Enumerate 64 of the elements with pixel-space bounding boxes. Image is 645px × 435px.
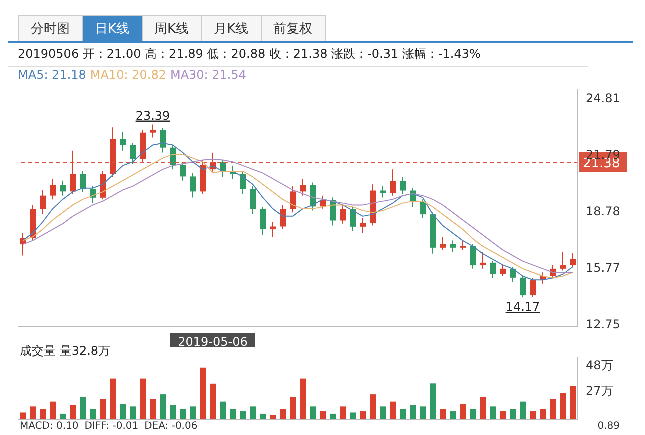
candlestick	[300, 178, 306, 196]
candlestick	[390, 169, 396, 196]
candlestick	[340, 204, 346, 224]
candlestick	[450, 240, 456, 253]
x-tick-label: 2019-05-06	[178, 335, 248, 349]
text: MA5: 21.18	[18, 68, 86, 82]
candlestick	[80, 170, 86, 193]
candlestick	[570, 252, 576, 268]
candlestick	[470, 244, 476, 270]
text: DIFF: -0.01	[84, 421, 139, 433]
candlestick	[520, 276, 526, 298]
text: MA30: 21.54	[170, 68, 247, 82]
candlestick	[240, 170, 246, 194]
annotation: 23.39	[136, 108, 170, 123]
text: MACD: 0.10	[20, 421, 79, 433]
candlestick	[530, 278, 536, 298]
candlestick	[560, 252, 566, 272]
candlestick	[440, 236, 446, 251]
candlestick	[160, 128, 166, 154]
candlestick	[280, 204, 286, 230]
text: DEA: -0.06	[144, 421, 198, 433]
candlestick	[490, 260, 496, 279]
text: 0.89	[598, 421, 620, 433]
text: 月K线	[201, 15, 262, 43]
chart-title: 成交量 量32.8万	[20, 343, 111, 360]
candlestick	[350, 206, 356, 232]
y-tick-label: 12.75	[586, 317, 620, 332]
candlestick	[130, 142, 136, 164]
candlestick	[50, 178, 56, 200]
candlestick	[40, 190, 46, 216]
candlestick	[360, 218, 366, 234]
candlestick	[120, 132, 126, 152]
candlestick	[170, 144, 176, 170]
candlestick	[420, 199, 426, 219]
y-tick-label: 27万	[586, 384, 614, 398]
y-tick-label: 24.81	[586, 91, 620, 106]
candlestick	[460, 240, 466, 251]
candlestick	[500, 264, 506, 277]
candlestick	[260, 206, 266, 236]
annotation: 14.17	[506, 300, 540, 314]
candlestick	[100, 170, 106, 200]
text: 分时图	[18, 15, 83, 43]
candlestick	[320, 195, 326, 210]
candlestick	[270, 222, 276, 238]
candlestick	[380, 186, 386, 198]
candlestick	[150, 124, 156, 138]
candlestick	[70, 150, 76, 194]
candlestick	[180, 162, 186, 182]
text: 周K线	[142, 15, 202, 43]
candlestick	[400, 176, 406, 194]
y-tick-label: 18.78	[586, 204, 620, 218]
candlestick	[480, 252, 486, 270]
y-tick-label: 15.77	[586, 260, 620, 275]
y-tick-label: 48万	[586, 358, 614, 373]
chart-subtitle: 20190506 开：21.00 高：21.89 低：20.88 收：21.38 涨跌：-0.31 涨幅：-1.43%	[8, 43, 588, 67]
candlestick	[90, 186, 96, 204]
candlestick	[190, 172, 196, 198]
candlestick	[510, 266, 516, 283]
candlestick	[60, 180, 66, 196]
candlestick	[290, 186, 296, 214]
text: 前复权	[260, 15, 326, 43]
candlestick	[250, 186, 256, 216]
text: MA10: 20.82	[90, 68, 166, 82]
text: 日K线	[82, 15, 143, 43]
